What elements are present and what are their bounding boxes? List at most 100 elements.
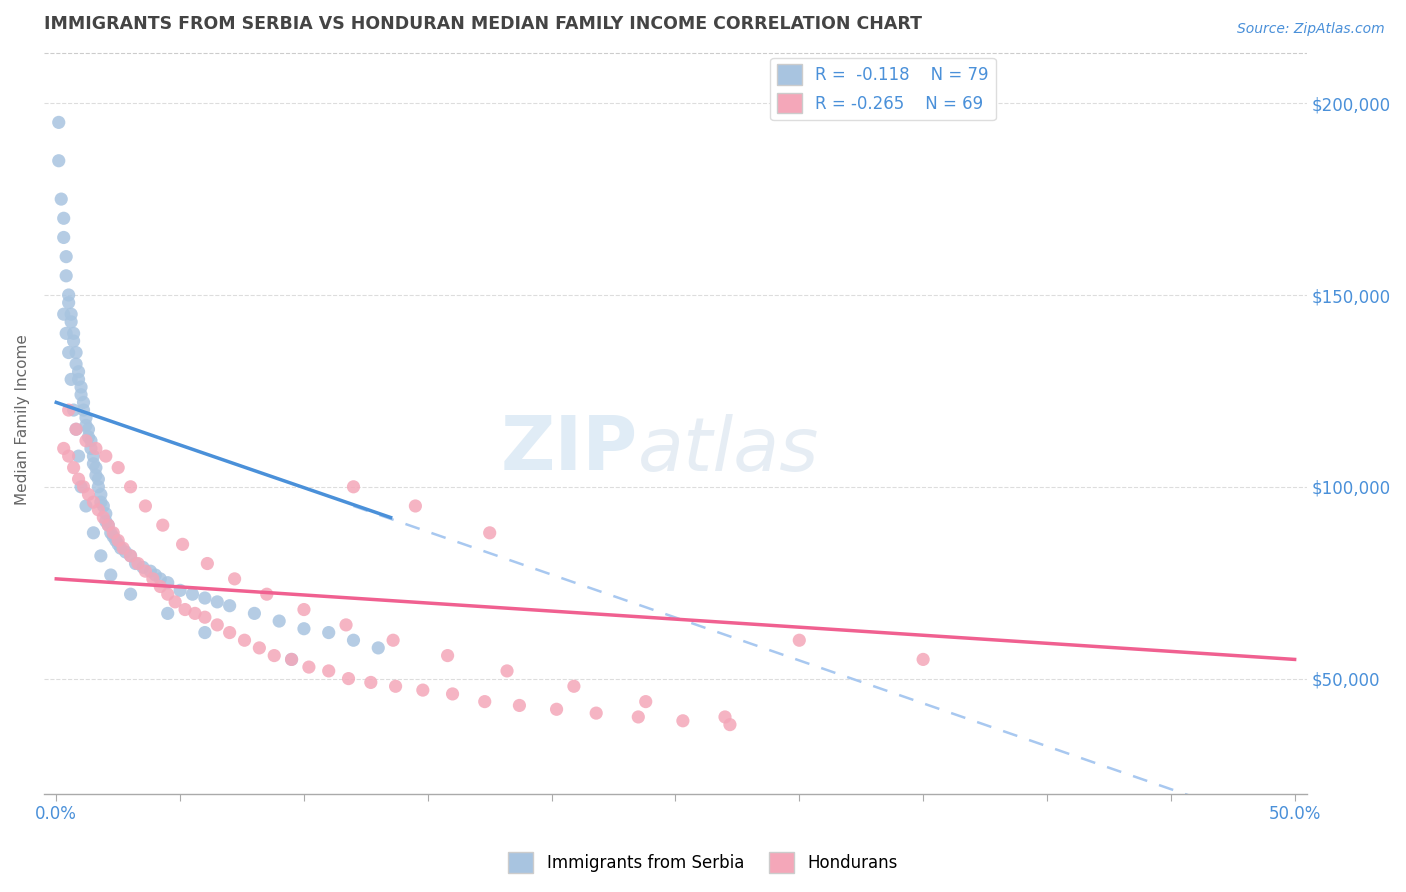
Point (149, 580, 172, 594)
Point (132, 560, 155, 574)
Point (280, 652, 302, 666)
Point (478, 525, 501, 540)
Point (224, 572, 246, 586)
Point (714, 710, 737, 724)
Legend: Immigrants from Serbia, Hondurans: Immigrants from Serbia, Hondurans (502, 846, 904, 880)
Point (67, 365, 90, 379)
Point (156, 575, 179, 590)
Point (384, 679, 406, 693)
Point (97, 518, 120, 533)
Point (70, 388, 93, 402)
Point (107, 533, 129, 548)
Point (337, 672, 360, 686)
Point (60, 315, 83, 329)
Point (58, 345, 80, 359)
Point (256, 587, 278, 601)
Point (174, 602, 197, 616)
Point (77, 487, 100, 501)
Point (58, 403, 80, 417)
Point (156, 587, 179, 601)
Point (207, 595, 229, 609)
Point (58, 295, 80, 310)
Point (672, 714, 695, 728)
Point (97, 518, 120, 533)
Point (120, 549, 142, 563)
Point (82, 457, 104, 471)
Point (72, 403, 94, 417)
Point (367, 640, 389, 655)
Point (360, 675, 382, 690)
Point (52, 211, 75, 226)
Point (87, 480, 110, 494)
Point (91, 499, 114, 513)
Point (142, 572, 165, 586)
Point (65, 422, 87, 436)
Point (67, 372, 90, 386)
Point (100, 568, 122, 582)
Point (508, 698, 530, 713)
Point (60, 372, 83, 386)
Point (52, 307, 75, 321)
Point (94, 449, 117, 463)
Point (62, 403, 84, 417)
Point (546, 702, 568, 716)
Point (75, 434, 97, 448)
Point (77, 422, 100, 436)
Text: ZIP: ZIP (501, 413, 637, 486)
Point (52, 442, 75, 456)
Point (48, 115, 70, 129)
Point (58, 288, 80, 302)
Point (124, 557, 146, 571)
Point (156, 607, 179, 621)
Point (298, 660, 321, 674)
Point (65, 422, 87, 436)
Point (718, 717, 741, 731)
Point (269, 614, 291, 628)
Point (172, 537, 194, 551)
Legend: R =  -0.118    N = 79, R = -0.265    N = 69: R = -0.118 N = 79, R = -0.265 N = 69 (770, 58, 995, 120)
Point (787, 633, 810, 648)
Point (70, 380, 93, 394)
Point (263, 648, 285, 663)
Point (62, 326, 84, 341)
Point (107, 537, 129, 551)
Point (496, 664, 519, 678)
Point (143, 568, 166, 582)
Point (165, 595, 187, 609)
Point (120, 549, 142, 563)
Point (149, 572, 172, 586)
Point (134, 499, 156, 513)
Point (62, 334, 84, 348)
Point (48, 153, 70, 168)
Point (65, 345, 87, 359)
Point (585, 706, 607, 720)
Text: atlas: atlas (637, 414, 818, 485)
Point (55, 268, 77, 283)
Point (634, 695, 657, 709)
Text: Source: ZipAtlas.com: Source: ZipAtlas.com (1237, 22, 1385, 37)
Point (127, 557, 149, 571)
Point (107, 460, 129, 475)
Point (562, 679, 585, 693)
Point (194, 625, 217, 640)
Point (87, 503, 110, 517)
Point (103, 525, 125, 540)
Point (292, 622, 315, 636)
Point (195, 557, 218, 571)
Point (247, 640, 270, 655)
Point (55, 326, 77, 341)
Point (70, 480, 93, 494)
Y-axis label: Median Family Income: Median Family Income (15, 334, 30, 505)
Point (412, 683, 434, 698)
Point (169, 583, 191, 598)
Point (318, 664, 340, 678)
Point (52, 230, 75, 244)
Point (243, 607, 266, 621)
Point (58, 449, 80, 463)
Point (75, 410, 97, 425)
Point (62, 460, 84, 475)
Point (474, 695, 496, 709)
Point (382, 633, 405, 648)
Point (134, 564, 156, 578)
Point (84, 468, 107, 483)
